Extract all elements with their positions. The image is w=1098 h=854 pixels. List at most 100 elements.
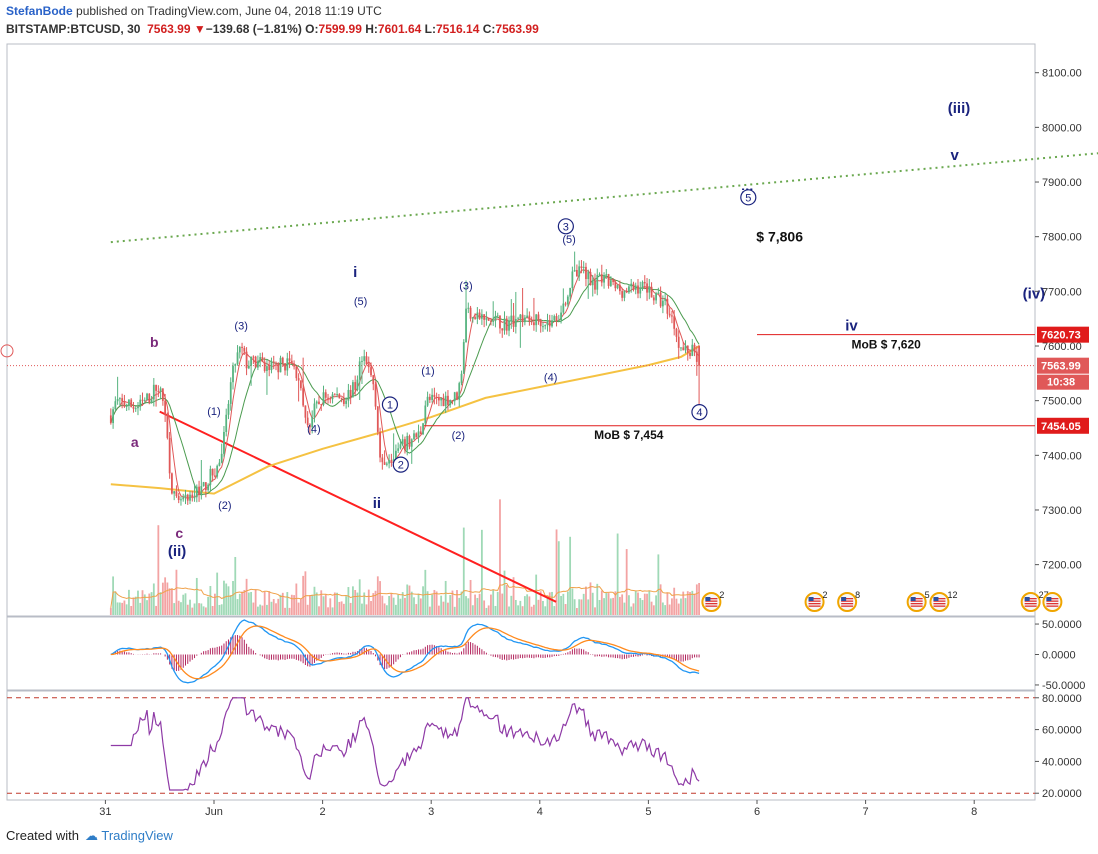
candle-body [465,308,467,343]
price-tick-label: 7900.00 [1042,177,1082,189]
candle [596,268,599,296]
volume-bar [275,603,277,615]
tradingview-brand[interactable]: ☁ TradingView [84,828,173,843]
candle-body [422,423,424,435]
candle [673,310,676,336]
candle-body [689,353,691,356]
candle [152,378,155,407]
volume-bar [347,587,350,615]
volume-bar [576,608,578,615]
price-tick-label: 7600.00 [1042,341,1082,353]
candle-body [677,336,680,348]
candle [684,340,687,354]
candle [261,352,264,363]
volume-bar [381,595,384,615]
flag-stripe [1046,605,1059,607]
candle [277,362,280,380]
candle-body [379,431,381,458]
wave-label: (1) [421,365,434,377]
candle-body [388,460,391,464]
volume-bar [254,589,257,615]
low-label: L: [424,22,436,36]
candle-body [566,296,569,305]
circled-wave: 5 [740,189,757,206]
author-link[interactable]: StefanBode [6,4,73,18]
candle [614,279,617,292]
candle-body [693,344,696,352]
candle [123,394,126,408]
volume-bar [440,595,443,615]
candle [542,322,544,332]
candle [652,295,655,305]
candle-body [125,405,128,407]
candle [195,484,198,503]
candle-body [401,439,404,445]
volume-bar [263,591,266,615]
event-flag-icon[interactable]: 5 [906,590,930,612]
candle-body [143,400,146,402]
candle [496,312,499,317]
event-flag-icon[interactable]: 27 [1020,590,1049,612]
candle [358,356,361,401]
candle-body [114,401,117,410]
volume-bar [535,574,538,615]
candle-body [426,396,429,406]
candle [189,490,191,505]
event-flag-icon[interactable]: 8 [837,590,860,612]
volume-bar [157,525,160,615]
candle [381,453,384,470]
event-flag-icon[interactable] [1042,592,1063,612]
candle [514,291,517,334]
event-flag-icon[interactable]: 2 [701,590,724,612]
candle-body [503,318,506,331]
candle-body [406,435,409,451]
volume-bar [374,590,377,615]
candle-body [349,389,352,398]
candle [422,422,424,436]
candle-body [241,346,243,348]
candle [148,393,151,405]
candle-body [293,363,295,367]
flag-canton [1024,597,1030,601]
candle [214,468,216,478]
candle [198,480,200,502]
flag-stripe [705,600,718,602]
volume-bar [431,594,434,615]
candle-body [557,320,560,322]
candle [311,410,314,434]
candle-body [256,361,259,368]
candle [114,396,117,412]
last-price: 7563.99 [147,22,191,36]
candle-body [652,297,655,301]
candle-body [628,286,630,293]
volume-bar [451,590,454,615]
candle [435,392,438,405]
candle [329,396,332,404]
volume-bar [356,592,359,615]
volume-bar [311,594,314,615]
candle-body [202,482,205,487]
volume-bar [435,591,438,615]
candle [241,342,243,355]
event-flag-icon[interactable]: 2 [804,590,828,612]
candle [157,385,160,398]
volume-bar [686,591,689,615]
volume-bar [659,584,662,615]
candle [639,281,642,299]
candle [612,278,615,286]
candle [566,294,569,308]
candle-body [214,475,216,477]
candle [313,398,316,423]
candle-body [408,435,411,447]
candle-body [639,287,642,294]
candle-body [404,439,406,451]
candle [594,273,596,294]
candle-body [358,361,361,380]
candle [467,302,470,314]
volume-bar [643,593,646,615]
candle [526,308,529,319]
event-flag-icon[interactable]: 12 [929,590,957,612]
candle-body [164,400,167,415]
volume-bar [125,604,128,615]
